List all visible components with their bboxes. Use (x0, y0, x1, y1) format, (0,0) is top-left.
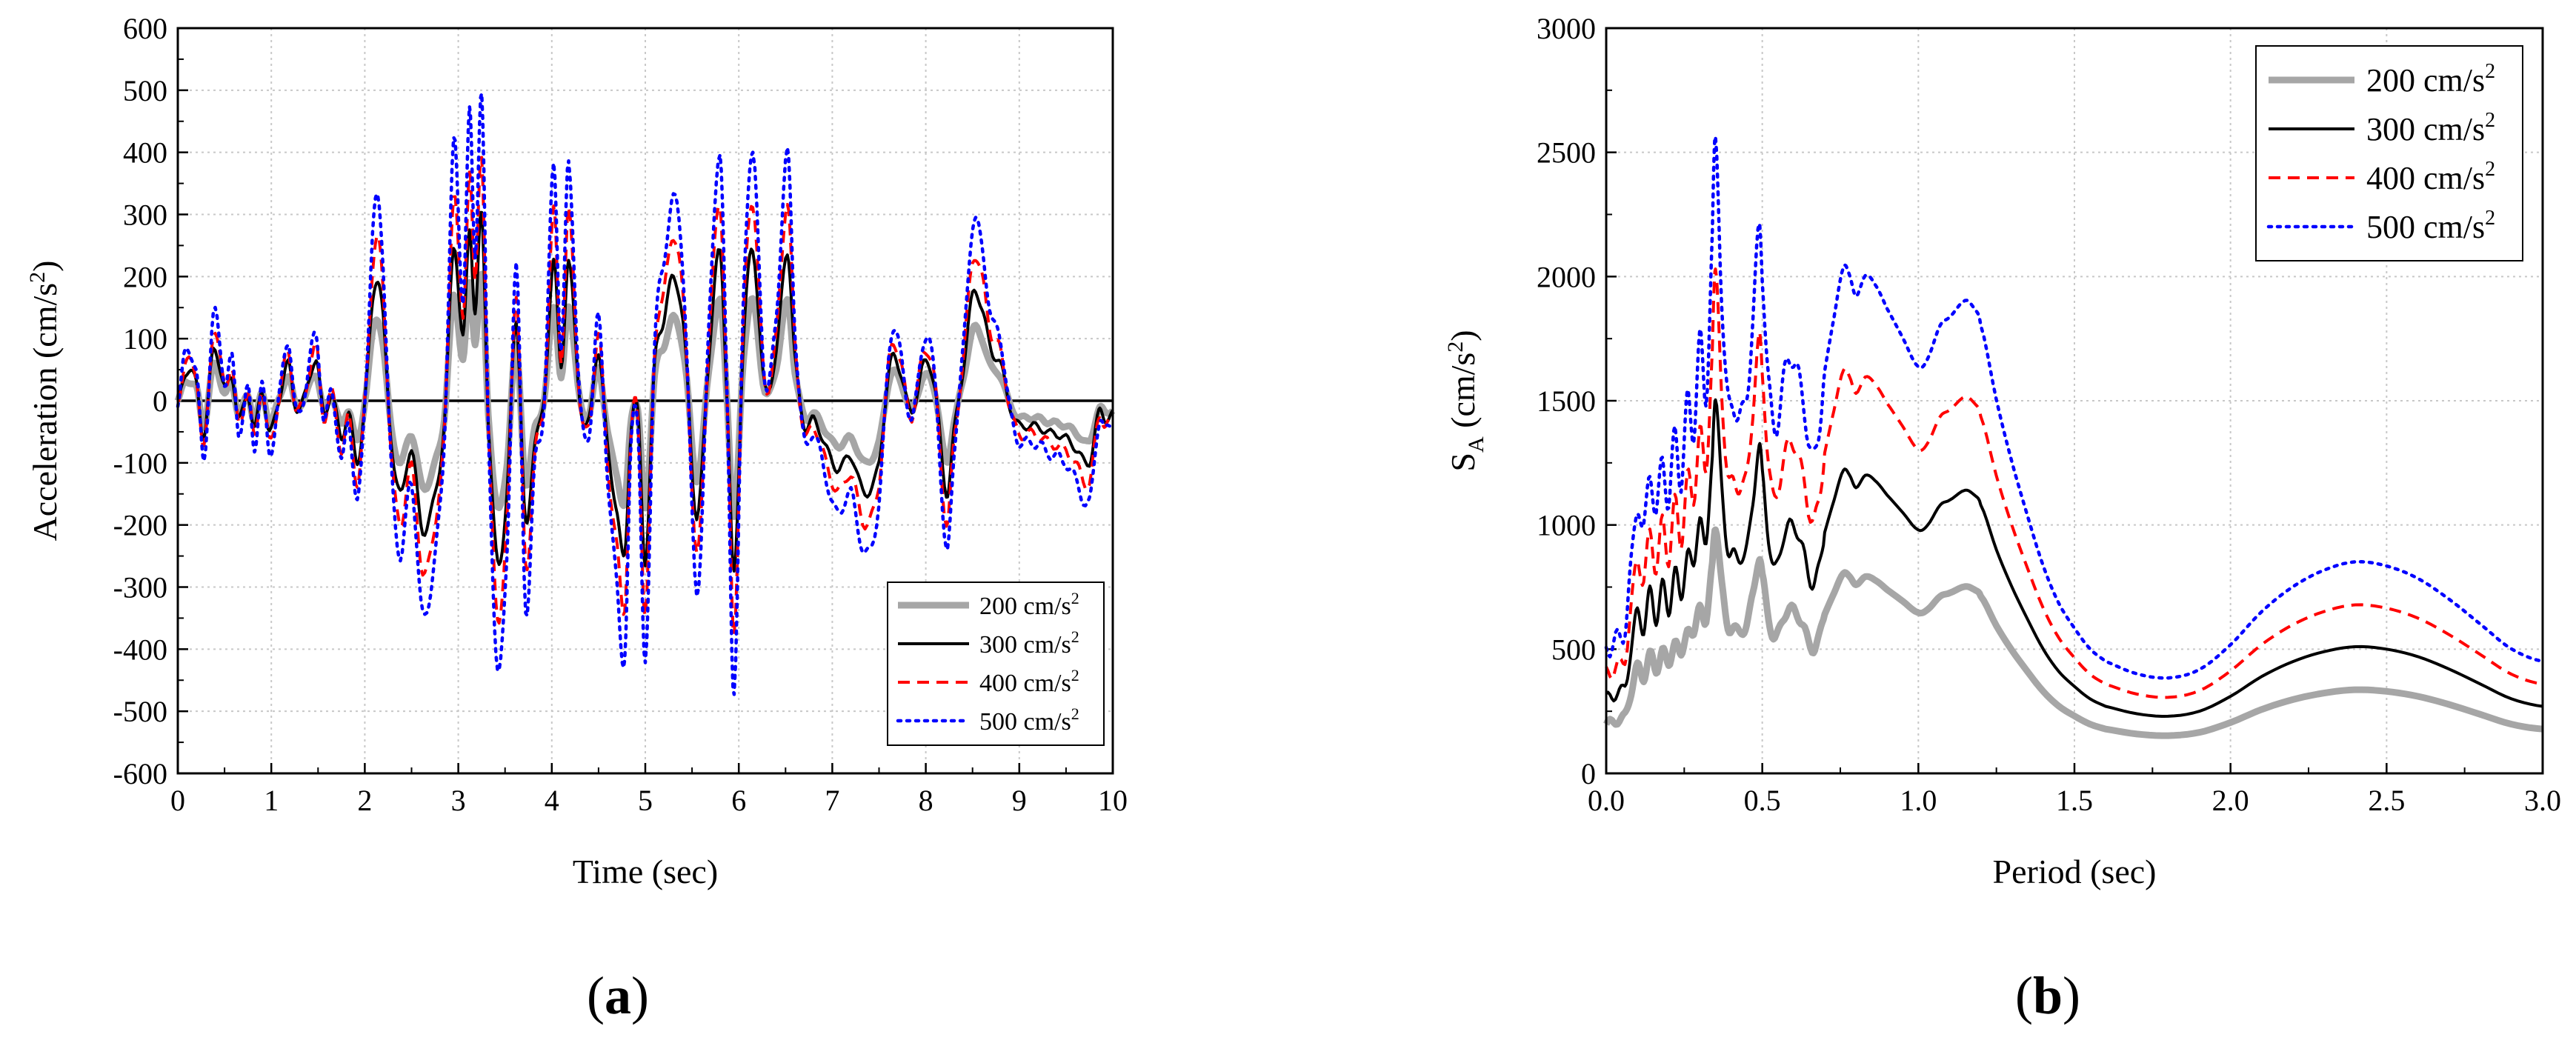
chart-b-xtick-label: 1.0 (1900, 784, 1937, 817)
chart-a-xtick-label: 7 (825, 784, 839, 817)
chart-a-ytick-label: -400 (113, 633, 167, 666)
chart-b: 0.0 0.5 1.0 1.5 2.0 2.5 3.0 0 500 1000 1500 2000 250… (1443, 12, 2561, 1025)
chart-a-ytick-label: -300 (113, 571, 167, 604)
chart-a-xtick-label: 5 (638, 784, 653, 817)
chart-a-ytick-label: 500 (123, 74, 167, 107)
chart-a-xlabel: Time (sec) (573, 853, 718, 890)
chart-b-xtick-label: 1.5 (2056, 784, 2093, 817)
chart-a-ytick-label: 100 (123, 322, 167, 356)
chart-b-series-200 (1603, 526, 2543, 739)
chart-a-xtick-label: 8 (919, 784, 933, 817)
chart-b-series-300 (1605, 398, 2543, 718)
chart-a-xtick-label: 6 (731, 784, 746, 817)
chart-a-ytick-label: 600 (123, 12, 167, 45)
chart-b-ytick-label: 1000 (1537, 509, 1596, 542)
chart-b-legend-label-400: 400 cm/s2 (2366, 158, 2495, 196)
chart-a-legend-box (887, 582, 1105, 746)
chart-a-legend-label-400: 400 cm/s2 (979, 666, 1079, 697)
chart-a-frame (176, 27, 1114, 775)
chart-b-ytick-label: 2500 (1537, 136, 1596, 170)
chart-a-series (174, 91, 1116, 696)
chart-a-ytick-label: -200 (113, 509, 167, 542)
chart-b-legend-label-500: 500 cm/s2 (2366, 207, 2495, 245)
chart-a-xtick-label: 10 (1098, 784, 1128, 817)
chart-b-legend-label-200: 200 cm/s2 (2366, 60, 2495, 99)
chart-b-xtick-label: 2.5 (2368, 784, 2405, 817)
chart-a-legend-label-200: 200 cm/s2 (979, 589, 1079, 620)
chart-a-ylabel: Acceleration (cm/s2) (25, 261, 64, 542)
chart-a-ytick-label: 200 (123, 260, 167, 293)
chart-a-legend-label-300: 300 cm/s2 (979, 627, 1079, 659)
chart-b-xlabel: Period (sec) (1993, 853, 2157, 890)
chart-b-legend-label-300: 300 cm/s2 (2366, 109, 2495, 147)
chart-b-series (1603, 135, 2545, 739)
chart-a: 0 1 2 3 4 5 6 7 8 9 10 -600 -500 -400 -300 -200 -100 0 100… (25, 12, 1128, 1025)
chart-b-ytick-label: 0 (1581, 757, 1596, 790)
chart-a-ytick-label: 300 (123, 199, 167, 232)
chart-b-ytick-label: 2000 (1537, 260, 1596, 293)
chart-a-xtick-label: 4 (545, 784, 559, 817)
chart-a-xtick-label: 1 (264, 784, 279, 817)
chart-a-series-500 (176, 91, 1115, 696)
chart-a-xtick-label: 9 (1012, 784, 1027, 817)
chart-b-legend: 200 cm/s2 300 cm/s2 400 cm/s2 500 cm/s2 (2255, 45, 2523, 261)
chart-a-xtick-label: 2 (357, 784, 372, 817)
chart-a-ytick-label: 400 (123, 136, 167, 170)
chart-b-frame (1605, 27, 2544, 775)
chart-a-series-200 (174, 270, 1116, 520)
chart-b-ytick-label: 500 (1551, 633, 1596, 666)
chart-a-xtick-label: 3 (451, 784, 466, 817)
chart-a-legend-label-500: 500 cm/s2 (979, 704, 1079, 736)
chart-a-ytick-label: 0 (153, 384, 167, 418)
chart-b-xtick-label: 0.5 (1744, 784, 1781, 817)
chart-a-ytick-label: -500 (113, 695, 167, 728)
chart-a-panel-label: (a) (587, 966, 649, 1025)
chart-a-xtick-label: 0 (170, 784, 185, 817)
chart-a-ytick-label: -600 (113, 757, 167, 790)
chart-b-xtick-label: 0.0 (1588, 784, 1625, 817)
chart-a-legend: 200 cm/s2 300 cm/s2 400 cm/s2 500 cm/s2 (887, 582, 1105, 746)
chart-b-xtick-label: 3.0 (2524, 784, 2561, 817)
chart-b-ytick-label: 1500 (1537, 384, 1596, 418)
chart-b-series-500 (1604, 135, 2545, 680)
chart-b-xtick-label: 2.0 (2212, 784, 2249, 817)
chart-a-ticks: 0 1 2 3 4 5 6 7 8 9 10 -600 -500 -400 -300 -200 -100 0 100… (113, 12, 1128, 817)
chart-b-series-400 (1605, 267, 2543, 699)
chart-b-ytick-label: 3000 (1537, 12, 1596, 45)
chart-b-ylabel: SA (cm/s2) (1443, 330, 1488, 471)
chart-a-ytick-label: -100 (113, 447, 167, 480)
chart-b-panel-label: (b) (2015, 966, 2080, 1025)
chart-b-ticks: 0.0 0.5 1.0 1.5 2.0 2.5 3.0 0 500 1000 1500 2000 250… (1537, 12, 2561, 817)
